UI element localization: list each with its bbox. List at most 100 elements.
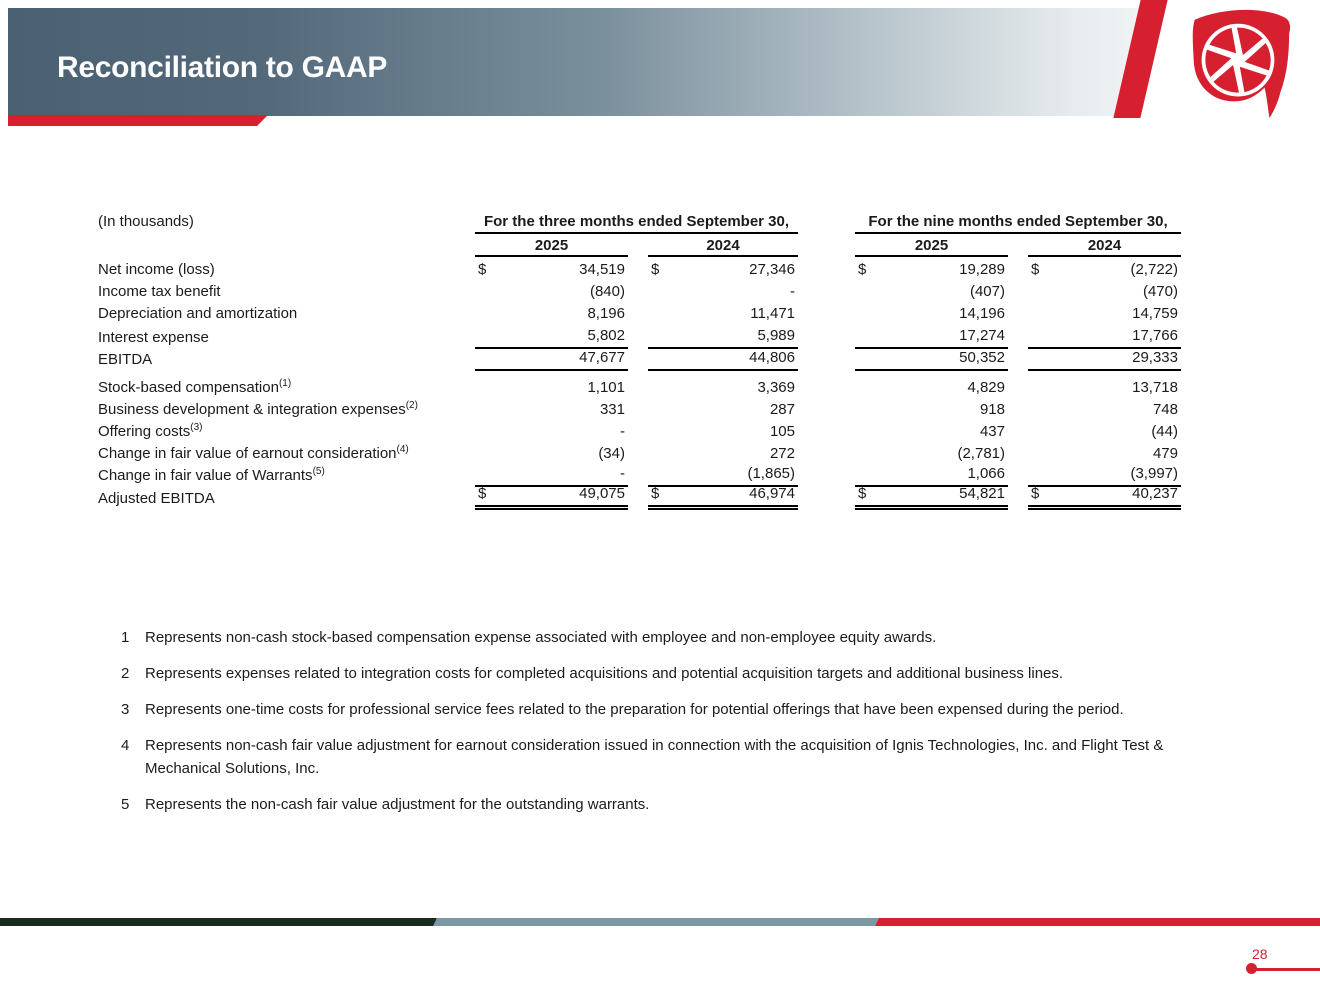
value-number: (34) bbox=[598, 445, 625, 462]
value-cell: 272 bbox=[648, 443, 798, 465]
year-header-row: 2025 2024 2025 2024 bbox=[98, 236, 1181, 257]
row-label: Interest expense bbox=[98, 329, 209, 346]
period-group-three-months: For the three months ended September 30, bbox=[475, 213, 798, 234]
value-number: 11,471 bbox=[750, 305, 795, 322]
value-number: (2,781) bbox=[957, 445, 1005, 462]
title-accent-bar bbox=[8, 115, 268, 126]
value-cell: $ (2,722) bbox=[1028, 259, 1181, 281]
value-number: (407) bbox=[969, 283, 1005, 300]
value-cell: 918 bbox=[855, 399, 1008, 421]
value-cell: (2,781) bbox=[855, 443, 1008, 465]
footnote-ref: (4) bbox=[396, 444, 409, 455]
value-cell: - bbox=[475, 421, 628, 443]
value-number: 479 bbox=[1152, 445, 1178, 462]
value-cell: $40,237 bbox=[1028, 483, 1181, 510]
value-number: (3,997) bbox=[1130, 465, 1178, 482]
value-cell: - bbox=[648, 281, 798, 303]
footnote-number: 3 bbox=[121, 701, 130, 718]
footnote-text: Represents expenses related to integrati… bbox=[145, 665, 1064, 682]
value-cell: 8,196 bbox=[475, 303, 628, 325]
value-number: 437 bbox=[979, 423, 1005, 440]
dollar-sign: $ bbox=[478, 261, 487, 278]
dollar-sign: $ bbox=[1031, 485, 1040, 502]
footnote-ref: (1) bbox=[278, 378, 292, 389]
table-row: Change in fair value of earnout consider… bbox=[98, 439, 1181, 462]
value-cell: 287 bbox=[648, 399, 798, 421]
table-body: Net income (loss) $34,519 $27,346 $19,289 $(… bbox=[98, 259, 1181, 510]
table-row: Interest expense 5,802 5,989 17,274 17,766 bbox=[98, 325, 1181, 349]
value-number: 105 bbox=[769, 423, 795, 440]
value-number: 46,974 bbox=[749, 485, 795, 502]
value-number: 44,806 bbox=[749, 349, 795, 366]
value-number: 14,196 bbox=[959, 305, 1005, 322]
footnote-ref: (2) bbox=[405, 400, 418, 411]
dollar-sign: $ bbox=[651, 485, 660, 502]
value-number: 14,759 bbox=[1132, 305, 1178, 322]
footnote-item: 5 Represents the non-cash fair value adju… bbox=[121, 793, 1211, 816]
footnote-ref: (5) bbox=[312, 466, 325, 477]
aperture-logo-icon bbox=[1192, 9, 1291, 119]
value-number: 1,066 bbox=[967, 465, 1005, 482]
value-number: 19,289 bbox=[959, 261, 1005, 278]
value-number: 331 bbox=[599, 401, 625, 418]
period-group-nine-months: For the nine months ended September 30, bbox=[855, 213, 1181, 234]
value-cell: 437 bbox=[855, 421, 1008, 443]
value-cell: 44,806 bbox=[648, 347, 798, 371]
value-cell: 331 bbox=[475, 399, 628, 421]
row-label: Offering costs(3) bbox=[98, 422, 203, 440]
page-title: Reconciliation to GAAP bbox=[57, 51, 388, 84]
reconciliation-table: (In thousands) For the three months ende… bbox=[98, 213, 1181, 510]
footnote-number: 5 bbox=[121, 796, 130, 813]
footer-accent-bar bbox=[0, 918, 1320, 926]
value-cell: 47,677 bbox=[475, 347, 628, 371]
table-row: Stock-based compensation(1) 1,101 3,369 4,8… bbox=[98, 373, 1181, 396]
row-label: Net income (loss) bbox=[98, 261, 215, 278]
footnote-item: 3 Represents one-time costs for professio… bbox=[121, 698, 1211, 721]
value-cell: $46,974 bbox=[648, 483, 798, 510]
value-cell: 1,101 bbox=[475, 377, 628, 399]
row-label: Adjusted EBITDA bbox=[98, 490, 215, 507]
value-cell: 13,718 bbox=[1028, 377, 1181, 399]
footnotes-list: 1 Represents non-cash stock-based compens… bbox=[121, 626, 1211, 829]
value-cell: (840) bbox=[475, 281, 628, 303]
value-number: 17,274 bbox=[959, 327, 1005, 344]
value-cell: (470) bbox=[1028, 281, 1181, 303]
units-label: (In thousands) bbox=[98, 213, 194, 230]
value-number: - bbox=[790, 283, 795, 300]
row-label: Change in fair value of Warrants(5) bbox=[98, 466, 325, 484]
dollar-sign: $ bbox=[858, 485, 867, 502]
table-row: Adjusted EBITDA $49,075 $46,974 $54,821 $40,… bbox=[98, 483, 1181, 510]
value-cell: 105 bbox=[648, 421, 798, 443]
period-header-row: (In thousands) For the three months ende… bbox=[98, 213, 1181, 236]
value-cell: (34) bbox=[475, 443, 628, 465]
value-cell: 5,989 bbox=[648, 325, 798, 349]
dollar-sign: $ bbox=[858, 261, 867, 278]
value-number: 13,718 bbox=[1132, 379, 1178, 396]
value-cell: $19,289 bbox=[855, 259, 1008, 281]
value-number: (1,865) bbox=[747, 465, 795, 482]
table-row: Change in fair value of Warrants(5) - (1,8… bbox=[98, 461, 1181, 487]
row-label: Depreciation and amortization bbox=[98, 305, 298, 322]
table-row: Net income (loss) $34,519 $27,346 $19,289 $(… bbox=[98, 259, 1181, 281]
value-number: 918 bbox=[979, 401, 1005, 418]
footnote-text: Represents non-cash stock-based compensa… bbox=[145, 629, 937, 646]
table-row: Business development & integration expen… bbox=[98, 395, 1181, 418]
value-number: 1,101 bbox=[587, 379, 625, 396]
value-cell: 14,759 bbox=[1028, 303, 1181, 325]
value-cell: (44) bbox=[1028, 421, 1181, 443]
dollar-sign: $ bbox=[478, 485, 487, 502]
value-cell: 5,802 bbox=[475, 325, 628, 349]
value-number: 40,237 bbox=[1132, 485, 1178, 502]
value-cell: (3,997) bbox=[1028, 463, 1181, 487]
row-label: Stock-based compensation(1) bbox=[98, 378, 292, 396]
value-cell: 4,829 bbox=[855, 377, 1008, 399]
footnote-item: 2 Represents expenses related to integrat… bbox=[121, 662, 1211, 685]
footnote-item: 1 Represents non-cash stock-based compens… bbox=[121, 626, 1211, 649]
value-number: 47,677 bbox=[579, 349, 625, 366]
page-number-line bbox=[1251, 968, 1320, 971]
dollar-sign: $ bbox=[1031, 261, 1040, 278]
footnote-ref: (3) bbox=[190, 422, 203, 433]
value-number: (44) bbox=[1151, 423, 1178, 440]
footnote-text: Represents one-time costs for profession… bbox=[145, 701, 1124, 718]
value-number: (840) bbox=[589, 283, 625, 300]
